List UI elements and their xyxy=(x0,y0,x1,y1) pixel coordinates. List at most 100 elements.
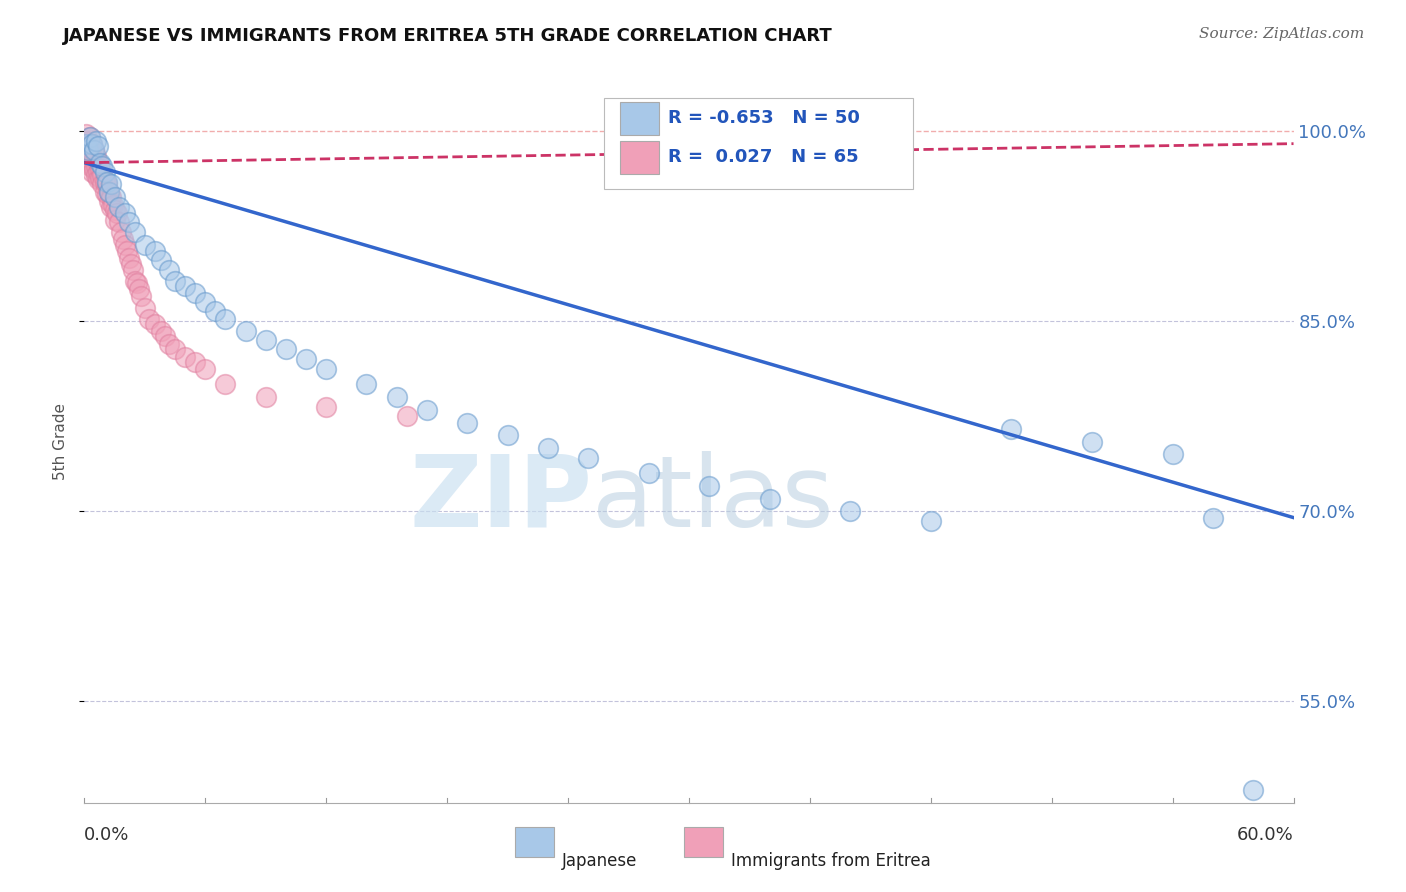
Point xyxy=(149,253,172,268)
Point xyxy=(89,161,111,176)
Point xyxy=(104,212,127,227)
Point xyxy=(86,169,108,183)
Point xyxy=(93,175,115,189)
Text: 0.0%: 0.0% xyxy=(84,826,129,844)
Point xyxy=(204,304,226,318)
Point xyxy=(87,164,110,178)
Point xyxy=(121,263,143,277)
Point xyxy=(96,178,118,192)
Point xyxy=(75,143,97,157)
FancyBboxPatch shape xyxy=(620,141,659,174)
Point xyxy=(194,295,217,310)
Point xyxy=(93,185,115,199)
Point xyxy=(118,251,141,265)
Point xyxy=(274,342,297,356)
Point xyxy=(77,146,100,161)
Point xyxy=(143,244,166,259)
Point xyxy=(114,206,136,220)
Point xyxy=(82,155,104,169)
Point xyxy=(93,164,115,178)
Point xyxy=(637,467,659,481)
Text: R = -0.653   N = 50: R = -0.653 N = 50 xyxy=(668,110,860,128)
Point xyxy=(77,143,100,157)
Point xyxy=(129,289,152,303)
Point xyxy=(120,257,142,271)
Point xyxy=(86,149,108,163)
Point xyxy=(124,274,146,288)
Point xyxy=(165,342,187,356)
Point xyxy=(107,215,129,229)
Point xyxy=(295,352,318,367)
Point xyxy=(89,155,111,169)
Point xyxy=(157,263,180,277)
Text: ZIP: ZIP xyxy=(409,450,592,548)
Point xyxy=(315,401,337,415)
FancyBboxPatch shape xyxy=(515,827,554,857)
Point xyxy=(235,324,257,338)
FancyBboxPatch shape xyxy=(620,102,659,135)
Point xyxy=(125,276,148,290)
Text: 60.0%: 60.0% xyxy=(1237,826,1294,844)
Point xyxy=(89,170,111,185)
Point xyxy=(97,194,120,208)
Point xyxy=(1000,422,1022,436)
Point xyxy=(75,127,97,141)
Point xyxy=(416,402,439,417)
Point xyxy=(79,130,101,145)
Point xyxy=(86,160,108,174)
Point xyxy=(254,390,277,404)
Point xyxy=(87,139,110,153)
Point xyxy=(124,226,146,240)
Point xyxy=(128,282,150,296)
Point xyxy=(82,146,104,161)
Point xyxy=(83,143,105,157)
Point xyxy=(395,409,418,424)
Point xyxy=(115,244,138,259)
Point xyxy=(758,491,780,506)
Point xyxy=(184,286,207,301)
Point xyxy=(97,185,120,199)
Y-axis label: 5th Grade: 5th Grade xyxy=(52,403,67,480)
Point xyxy=(97,185,120,199)
Text: Source: ZipAtlas.com: Source: ZipAtlas.com xyxy=(1198,27,1364,41)
Point xyxy=(96,187,118,202)
Point xyxy=(138,311,160,326)
Point xyxy=(1081,434,1104,449)
Point xyxy=(75,136,97,151)
Point xyxy=(214,311,236,326)
Point xyxy=(184,354,207,368)
Point xyxy=(100,200,122,214)
Point xyxy=(165,274,187,288)
Point xyxy=(111,232,134,246)
Point xyxy=(82,136,104,151)
Point xyxy=(104,190,127,204)
Point xyxy=(356,377,378,392)
Text: JAPANESE VS IMMIGRANTS FROM ERITREA 5TH GRADE CORRELATION CHART: JAPANESE VS IMMIGRANTS FROM ERITREA 5TH … xyxy=(63,27,832,45)
Point xyxy=(194,362,217,376)
Text: Immigrants from Eritrea: Immigrants from Eritrea xyxy=(731,852,931,870)
Point xyxy=(920,515,942,529)
Point xyxy=(697,479,720,493)
Point xyxy=(315,362,337,376)
Point xyxy=(91,178,114,192)
Point xyxy=(114,238,136,252)
Point xyxy=(254,333,277,347)
Point xyxy=(79,149,101,163)
Point xyxy=(77,155,100,169)
Point xyxy=(79,139,101,153)
Point xyxy=(1202,510,1225,524)
Point xyxy=(214,377,236,392)
Point xyxy=(174,278,197,293)
Point xyxy=(86,134,108,148)
Point xyxy=(91,160,114,174)
Text: Japanese: Japanese xyxy=(562,852,637,870)
Text: R =  0.027   N = 65: R = 0.027 N = 65 xyxy=(668,148,859,167)
Point xyxy=(100,178,122,192)
Point xyxy=(87,155,110,169)
Point xyxy=(83,152,105,166)
Point xyxy=(77,136,100,151)
Point xyxy=(839,504,862,518)
Point xyxy=(385,390,408,404)
Point xyxy=(107,200,129,214)
Point xyxy=(91,169,114,183)
